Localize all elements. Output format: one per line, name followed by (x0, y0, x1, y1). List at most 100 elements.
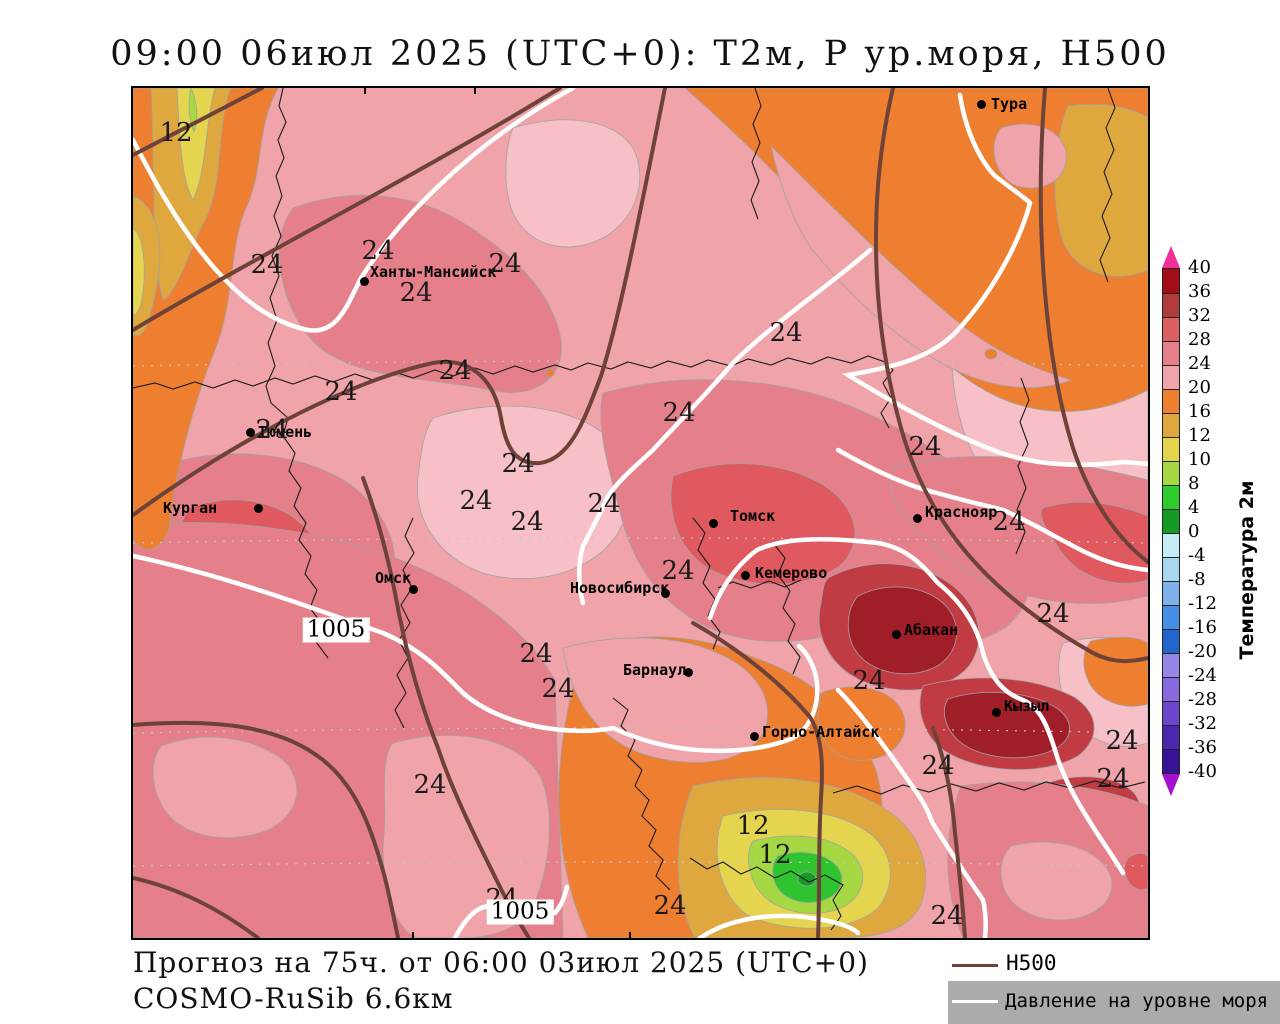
colorbar-tick: 8 (1188, 473, 1200, 494)
isotherm-label: 24 (519, 639, 553, 669)
colorbar-tick: -28 (1188, 689, 1217, 710)
isotherm-label: 24 (501, 449, 535, 479)
colorbar-segment (1163, 269, 1179, 293)
city-label: Кемерово (755, 564, 828, 582)
isotherm-label: 24 (587, 489, 621, 519)
colorbar-tick: 40 (1188, 257, 1211, 278)
colorbar-segment (1163, 605, 1179, 629)
city-label: Новосибирск (570, 579, 670, 597)
isotherm-label: 24 (769, 318, 803, 348)
city-dot (661, 589, 670, 598)
colorbar-tick: 16 (1188, 401, 1211, 422)
isotherm-label: 24 (413, 770, 447, 800)
colorbar-segment (1163, 629, 1179, 653)
colorbar-segment (1163, 581, 1179, 605)
city-dot (246, 428, 255, 437)
city-label: Томск (730, 507, 776, 525)
city-label: Омск (375, 569, 412, 587)
isotherm-label: 24 (908, 432, 942, 462)
isotherm-label: 24 (459, 486, 493, 516)
city-dot (360, 277, 369, 286)
city-label: Тюмень (258, 423, 313, 441)
colorbar-tick: -24 (1188, 665, 1217, 686)
isotherm-label: 24 (1096, 764, 1130, 794)
colorbar-tick: -16 (1188, 617, 1217, 638)
colorbar-segment (1163, 341, 1179, 365)
colorbar-segment (1163, 461, 1179, 485)
colorbar-segment (1163, 509, 1179, 533)
isotherm-label: 24 (541, 674, 575, 704)
isotherm-label: 12 (159, 118, 193, 148)
colorbar-tick: 0 (1188, 521, 1200, 542)
isotherm-label: 24 (852, 666, 886, 696)
temperature-fill (133, 88, 1148, 938)
pressure-legend-label: Давление на уровне моря (1005, 990, 1269, 1012)
admin-borders (133, 88, 1146, 931)
colorbar-tick: -20 (1188, 641, 1217, 662)
colorbar-segments (1162, 268, 1180, 774)
colorbar-tick: -8 (1188, 569, 1206, 590)
isotherm-label: 24 (992, 507, 1026, 537)
colorbar-segment (1163, 557, 1179, 581)
h500-contours (133, 88, 1148, 938)
isotherm-label: 24 (399, 278, 433, 308)
temperature-field-map (133, 88, 1148, 938)
city-dot (409, 585, 418, 594)
colorbar-tick: 28 (1188, 329, 1211, 350)
isotherm-label: 24 (324, 377, 358, 407)
colorbar-tick: -40 (1188, 761, 1217, 782)
colorbar-segment (1163, 653, 1179, 677)
colorbar-tick: 36 (1188, 281, 1211, 302)
city-dot (977, 100, 986, 109)
isotherm-label: 24 (255, 415, 289, 445)
colorbar-segment (1163, 749, 1179, 773)
isotherm-label: 24 (921, 751, 955, 781)
pressure-label: 1005 (486, 899, 554, 925)
colorbar-arrow-up-icon (1162, 246, 1180, 268)
city-dot (684, 668, 693, 677)
map-title: 09:00 06июл 2025 (UTC+0): Т2м, Р ур.моря… (110, 34, 1170, 74)
colorbar-tick: -36 (1188, 737, 1217, 758)
forecast-info-line: Прогноз на 75ч. от 06:00 03июл 2025 (UTC… (133, 946, 869, 979)
h500-legend-line (952, 964, 998, 967)
isotherm-label: 24 (653, 891, 687, 921)
city-dot (992, 708, 1001, 717)
colorbar-tick: 10 (1188, 449, 1211, 470)
city-dot (750, 732, 759, 741)
isotherm-label: 24 (930, 901, 964, 931)
colorbar-segment (1163, 293, 1179, 317)
city-label: Краснояр (925, 503, 998, 521)
city-label: Горно-Алтайск (762, 723, 880, 741)
isotherm-label: 12 (736, 811, 770, 841)
isotherm-label: 24 (510, 507, 544, 537)
colorbar-segment (1163, 725, 1179, 749)
pressure-legend-line (952, 1000, 998, 1003)
map-frame-ticks (364, 88, 631, 938)
colorbar-tick: 32 (1188, 305, 1211, 326)
isotherm-label: 24 (1105, 726, 1139, 756)
colorbar-tick: 24 (1188, 353, 1211, 374)
colorbar-segment (1163, 413, 1179, 437)
city-dot (741, 571, 750, 580)
city-label: Курган (163, 499, 218, 517)
colorbar-tick: -12 (1188, 593, 1217, 614)
colorbar-segment (1163, 701, 1179, 725)
colorbar-segment (1163, 677, 1179, 701)
colorbar-tick: 12 (1188, 425, 1211, 446)
isotherm-label: 12 (758, 840, 792, 870)
colorbar-arrow-down-icon (1162, 774, 1180, 796)
isotherm-label: 24 (1036, 599, 1070, 629)
colorbar-segment (1163, 317, 1179, 341)
pressure-label: 1005 (302, 617, 370, 643)
city-label: Ханты-Мансийск (370, 263, 497, 281)
colorbar-axis-title: Температура 2м (1236, 480, 1258, 660)
city-label: Абакан (904, 621, 959, 639)
pressure-legend-band: Давление на уровне моря (948, 981, 1280, 1024)
colorbar-segment (1163, 437, 1179, 461)
city-label: Тура (991, 95, 1028, 113)
city-dot (709, 519, 718, 528)
city-dot (913, 514, 922, 523)
isotherm-label: 24 (361, 236, 395, 266)
colorbar-segment (1163, 365, 1179, 389)
